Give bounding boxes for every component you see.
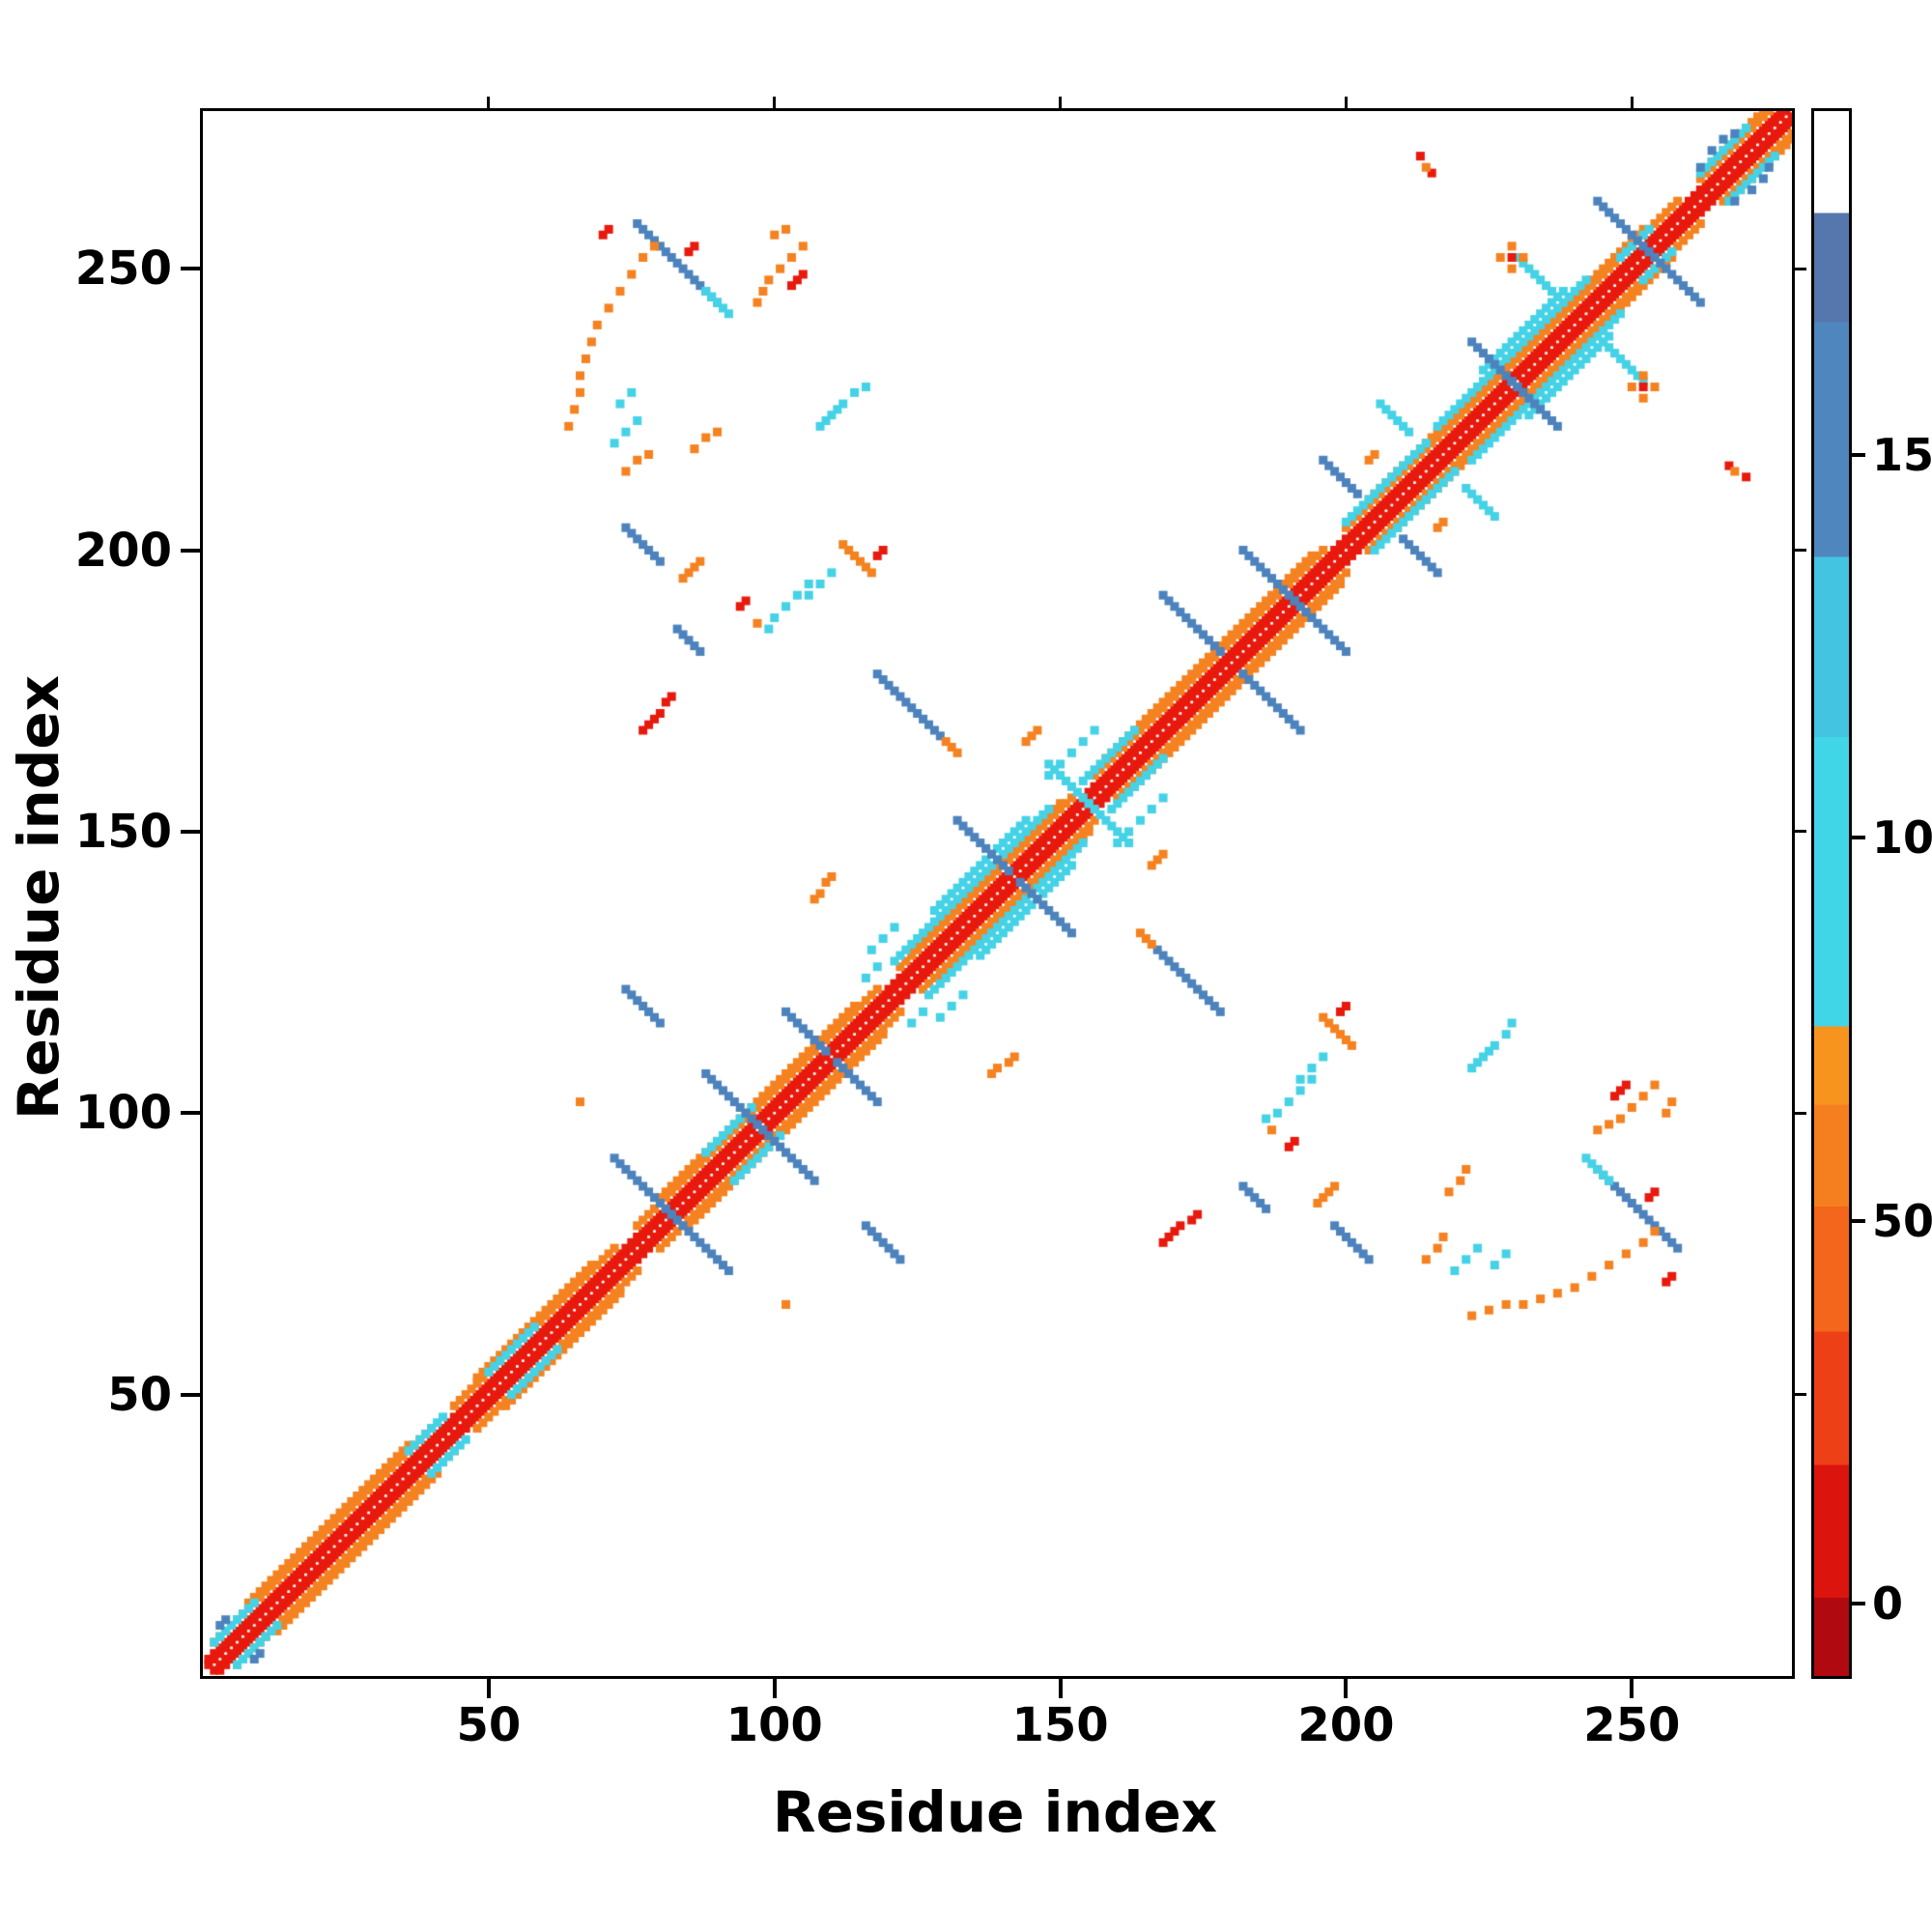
x-tick-label: 150 bbox=[1011, 1698, 1109, 1752]
x-tick-label: 100 bbox=[725, 1698, 823, 1752]
y-tick-mark bbox=[181, 548, 200, 553]
y-tick-mark-right bbox=[1795, 1111, 1806, 1115]
colorbar bbox=[1811, 108, 1852, 1679]
y-tick-mark-right bbox=[1795, 267, 1806, 270]
colorbar-tick-label: 0 bbox=[1872, 1577, 1904, 1631]
colorbar-tick-label: 50 bbox=[1872, 1194, 1932, 1247]
plot-area bbox=[200, 108, 1795, 1679]
y-axis-label: Residue index bbox=[6, 674, 71, 1121]
y-tick-mark bbox=[181, 267, 200, 271]
y-tick-label: 150 bbox=[74, 804, 172, 859]
x-tick-mark-top bbox=[1344, 97, 1348, 108]
x-axis-label: Residue index bbox=[772, 1779, 1218, 1845]
y-tick-label: 250 bbox=[74, 242, 172, 297]
x-tick-mark-top bbox=[1630, 97, 1634, 108]
x-tick-label: 200 bbox=[1297, 1698, 1395, 1752]
x-tick-mark-top bbox=[487, 97, 491, 108]
y-tick-label: 50 bbox=[107, 1367, 172, 1422]
y-tick-mark bbox=[181, 1111, 200, 1116]
x-tick-mark bbox=[1344, 1679, 1349, 1698]
y-tick-label: 200 bbox=[74, 523, 172, 578]
x-tick-mark bbox=[772, 1679, 777, 1698]
x-tick-mark-top bbox=[1059, 97, 1063, 108]
x-tick-mark bbox=[1630, 1679, 1634, 1698]
colorbar-tick-mark bbox=[1852, 1602, 1865, 1606]
y-tick-mark-right bbox=[1795, 549, 1806, 553]
x-tick-mark bbox=[486, 1679, 491, 1698]
colorbar-tick-mark bbox=[1852, 1218, 1865, 1223]
y-tick-mark-right bbox=[1795, 830, 1806, 834]
y-tick-mark bbox=[181, 829, 200, 834]
colorbar-gradient bbox=[1814, 111, 1849, 1676]
colorbar-tick-mark bbox=[1852, 453, 1865, 458]
y-tick-mark-right bbox=[1795, 1393, 1806, 1397]
x-tick-mark bbox=[1058, 1679, 1063, 1698]
heatmap-canvas bbox=[203, 111, 1792, 1676]
colorbar-tick-mark bbox=[1852, 835, 1865, 839]
colorbar-tick-label: 150 bbox=[1872, 429, 1932, 482]
x-tick-mark-top bbox=[773, 97, 777, 108]
colorbar-tick-label: 100 bbox=[1872, 810, 1932, 864]
y-tick-label: 100 bbox=[74, 1086, 172, 1141]
y-tick-mark bbox=[181, 1392, 200, 1397]
x-tick-label: 250 bbox=[1583, 1698, 1681, 1752]
x-tick-label: 50 bbox=[456, 1698, 522, 1752]
